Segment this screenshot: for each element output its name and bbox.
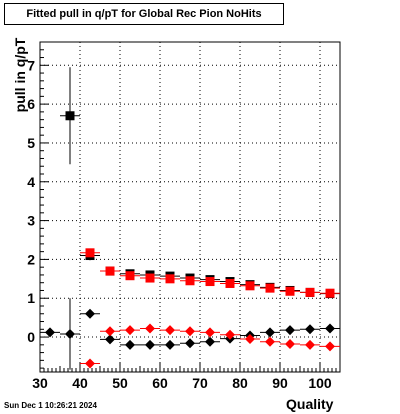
y-tick-label: 3 — [27, 213, 35, 229]
data-point-diamond — [305, 324, 315, 335]
data-point-square — [125, 271, 135, 281]
y-tick-label: 1 — [27, 290, 35, 306]
data-point-diamond — [285, 339, 295, 350]
data-point-diamond — [205, 336, 215, 347]
data-point-square — [285, 286, 295, 296]
y-tick-label: 6 — [27, 96, 35, 112]
data-point-diamond — [65, 328, 75, 339]
data-point-diamond — [265, 336, 275, 347]
data-point-diamond — [125, 339, 135, 350]
y-tick-label: 7 — [27, 57, 35, 73]
x-tick-label: 50 — [112, 375, 128, 391]
data-point-diamond — [285, 325, 295, 336]
data-point-square — [85, 248, 95, 258]
data-point-diamond — [85, 358, 95, 369]
x-tick-label: 90 — [272, 375, 288, 391]
data-point-square — [145, 273, 155, 283]
data-point-square — [205, 277, 215, 287]
axis-layer: 30 40 50 60 70 80 90 100 0 1 2 3 4 5 6 7 — [27, 41, 341, 391]
data-point-square — [185, 276, 195, 286]
data-point-square — [245, 281, 255, 291]
data-point-diamond — [325, 341, 335, 352]
x-tick-label: 100 — [308, 375, 332, 391]
data-point-square — [65, 111, 75, 121]
data-point-diamond — [205, 327, 215, 338]
data-point-diamond — [245, 334, 255, 344]
x-axis-label: Quality — [286, 396, 334, 412]
data-point-square — [305, 287, 315, 297]
data-point-diamond — [45, 327, 55, 338]
data-point-diamond — [225, 329, 235, 340]
data-point-diamond — [325, 323, 335, 334]
y-tick-label: 4 — [27, 174, 35, 190]
data-point-diamond — [105, 334, 115, 345]
chart-title: Fitted pull in q/pT for Global Rec Pion … — [4, 3, 284, 25]
y-axis-label: pull in q/pT — [12, 37, 28, 113]
x-tick-label: 30 — [32, 375, 48, 391]
data-point-diamond — [105, 326, 115, 337]
data-point-square — [325, 288, 335, 298]
data-point-square — [105, 266, 115, 276]
data-point-diamond — [185, 326, 195, 337]
data-point-diamond — [305, 339, 315, 350]
y-tick-label: 0 — [27, 329, 35, 345]
plot-frame — [39, 41, 341, 373]
data-point-diamond — [185, 338, 195, 349]
x-tick-label: 40 — [72, 375, 88, 391]
data-point-diamond — [165, 325, 175, 336]
data-point-diamond — [145, 339, 155, 350]
grid-layer — [40, 42, 340, 372]
data-point-diamond — [145, 323, 155, 334]
x-tick-label: 70 — [192, 375, 208, 391]
data-point-diamond — [165, 339, 175, 350]
x-tick-label: 60 — [152, 375, 168, 391]
data-point-square — [165, 274, 175, 284]
data-point-square — [225, 278, 235, 288]
x-tick-label: 80 — [232, 375, 248, 391]
timestamp-label: Sun Dec 1 10:26:21 2024 — [4, 401, 97, 410]
marks-layer — [40, 67, 340, 370]
y-tick-label: 5 — [27, 135, 35, 151]
data-point-diamond — [85, 308, 95, 319]
y-tick-label: 2 — [27, 251, 35, 267]
data-point-square — [265, 283, 275, 293]
data-point-diamond — [265, 327, 275, 338]
data-point-diamond — [125, 325, 135, 336]
